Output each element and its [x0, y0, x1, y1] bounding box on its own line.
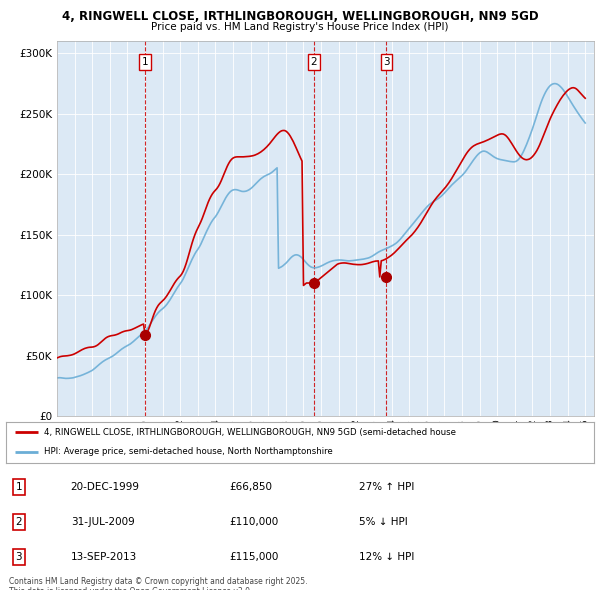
Text: 4, RINGWELL CLOSE, IRTHLINGBOROUGH, WELLINGBOROUGH, NN9 5GD: 4, RINGWELL CLOSE, IRTHLINGBOROUGH, WELL… — [62, 10, 538, 23]
Text: £110,000: £110,000 — [229, 517, 278, 527]
Text: HPI: Average price, semi-detached house, North Northamptonshire: HPI: Average price, semi-detached house,… — [44, 447, 333, 456]
Text: 3: 3 — [383, 57, 390, 67]
Text: Price paid vs. HM Land Registry's House Price Index (HPI): Price paid vs. HM Land Registry's House … — [151, 22, 449, 32]
Text: 1: 1 — [16, 482, 22, 492]
Text: 27% ↑ HPI: 27% ↑ HPI — [359, 482, 414, 492]
Text: 2: 2 — [16, 517, 22, 527]
Text: £115,000: £115,000 — [229, 552, 279, 562]
Text: Contains HM Land Registry data © Crown copyright and database right 2025.
This d: Contains HM Land Registry data © Crown c… — [9, 577, 308, 590]
Text: 31-JUL-2009: 31-JUL-2009 — [71, 517, 134, 527]
Text: 5% ↓ HPI: 5% ↓ HPI — [359, 517, 407, 527]
Text: £66,850: £66,850 — [229, 482, 272, 492]
Text: 12% ↓ HPI: 12% ↓ HPI — [359, 552, 414, 562]
Text: 20-DEC-1999: 20-DEC-1999 — [71, 482, 140, 492]
Text: 4, RINGWELL CLOSE, IRTHLINGBOROUGH, WELLINGBOROUGH, NN9 5GD (semi-detached house: 4, RINGWELL CLOSE, IRTHLINGBOROUGH, WELL… — [44, 428, 456, 437]
Text: 3: 3 — [16, 552, 22, 562]
Text: 13-SEP-2013: 13-SEP-2013 — [71, 552, 137, 562]
Text: 2: 2 — [310, 57, 317, 67]
Text: 1: 1 — [142, 57, 148, 67]
